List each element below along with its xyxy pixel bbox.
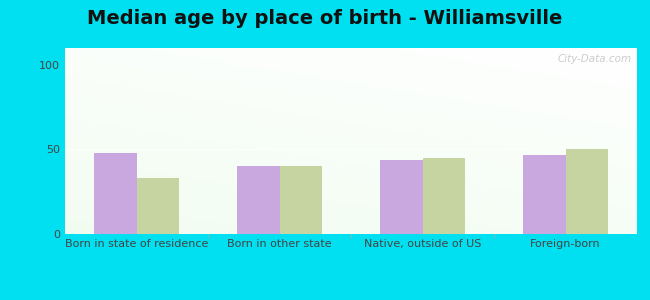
Bar	[136, 178, 179, 234]
Bar	[566, 149, 608, 234]
Bar	[237, 167, 280, 234]
Text: City-Data.com: City-Data.com	[557, 54, 631, 64]
Bar	[380, 160, 422, 234]
Bar	[280, 167, 322, 234]
Bar	[422, 158, 465, 234]
Bar	[523, 154, 566, 234]
Text: Median age by place of birth - Williamsville: Median age by place of birth - Williamsv…	[87, 9, 563, 28]
Bar	[94, 153, 136, 234]
